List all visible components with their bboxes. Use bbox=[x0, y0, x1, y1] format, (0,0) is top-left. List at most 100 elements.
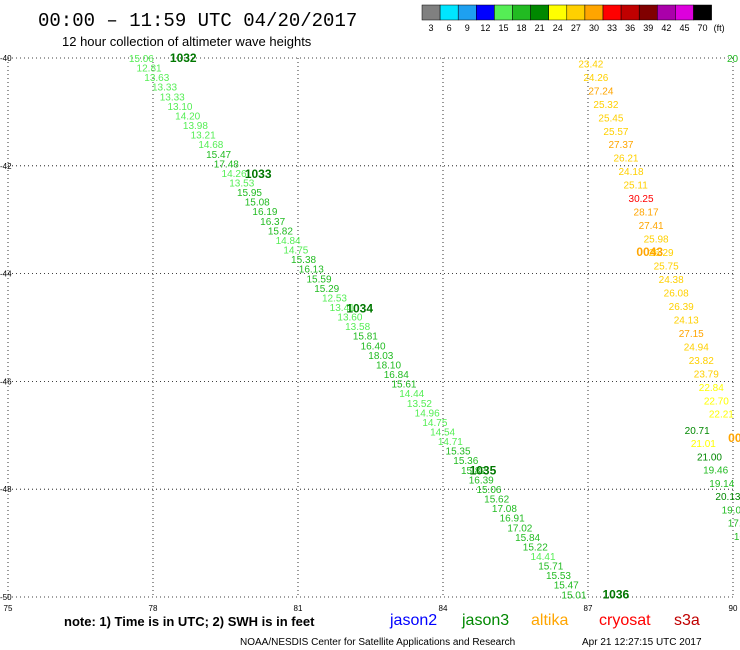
scale-swatch bbox=[693, 4, 712, 21]
scale-swatch bbox=[638, 4, 658, 21]
wave-height-value: 14.68 bbox=[198, 140, 223, 151]
wave-height-value: 15.06 bbox=[129, 54, 154, 65]
plot-background bbox=[8, 58, 733, 597]
wave-height-value: 16.37 bbox=[260, 217, 285, 228]
wave-height-value: 25.32 bbox=[593, 100, 618, 111]
wave-height-value: 15.47 bbox=[554, 581, 579, 592]
wave-height-value: 23.82 bbox=[689, 356, 714, 367]
wave-height-value: 16.39 bbox=[469, 475, 494, 486]
wave-height-value: 23.79 bbox=[694, 369, 719, 380]
wave-height-value: 27.41 bbox=[639, 221, 664, 232]
legend-item-altika: altika bbox=[531, 612, 568, 629]
scale-swatch bbox=[439, 4, 459, 21]
wave-height-value: 27.24 bbox=[588, 86, 613, 97]
wave-height-value: 25.57 bbox=[603, 127, 628, 138]
wave-height-value: 30.25 bbox=[629, 194, 654, 205]
scale-swatch bbox=[530, 4, 549, 21]
wave-height-value: 24.38 bbox=[659, 275, 684, 286]
wave-height-value: 15.38 bbox=[291, 255, 316, 266]
track-altika: 23.42 24.26 27.24 25.32 25.45 25.57 27.37 26.21… bbox=[578, 59, 734, 420]
wave-height-value: 24.94 bbox=[684, 342, 709, 353]
wave-height-value: 24.13 bbox=[674, 315, 699, 326]
wave-height-value: 15.62 bbox=[484, 495, 509, 506]
wave-height-value: 24.18 bbox=[618, 167, 643, 178]
wave-height-value: 13.21 bbox=[191, 131, 216, 142]
pass-id-label: 1035 bbox=[470, 463, 497, 477]
wave-height-value: 15.84 bbox=[515, 533, 540, 544]
pass-id-label: 0043 bbox=[636, 245, 663, 259]
scale-label: 30 bbox=[589, 23, 599, 33]
wave-height-value: 14.96 bbox=[415, 408, 440, 419]
wave-height-value: 24.26 bbox=[583, 73, 608, 84]
scale-label: 42 bbox=[661, 23, 671, 33]
wave-height-value: 13.41 bbox=[330, 303, 355, 314]
wave-height-value: 25.98 bbox=[644, 235, 669, 246]
plot-area: 75 78 81 84 87 90-40-42-44-46-48-50 15.0612.8… bbox=[0, 51, 740, 613]
wave-height-value: 22.21 bbox=[709, 410, 734, 421]
wave-height-value: 14.84 bbox=[276, 236, 301, 247]
scale-label: 36 bbox=[625, 23, 635, 33]
y-tick-label: -50 bbox=[0, 593, 12, 602]
wave-height-value: 22.70 bbox=[704, 396, 729, 407]
scale-label: 45 bbox=[679, 23, 689, 33]
scale-swatch bbox=[675, 4, 694, 21]
wave-height-value: 13.63 bbox=[144, 73, 169, 84]
wave-height-value: 27.37 bbox=[608, 140, 633, 151]
wave-height-value: 13.10 bbox=[167, 102, 192, 113]
wave-height-value: 15.01 bbox=[561, 590, 586, 601]
legend-item-jason3: jason3 bbox=[461, 612, 509, 629]
chart-subtitle: 12 hour collection of altimeter wave hei… bbox=[62, 34, 312, 49]
wave-height-value: 25.45 bbox=[598, 113, 623, 124]
wave-height-value: 15.35 bbox=[446, 447, 471, 458]
track-jason3: 20.71 21.01 21.00 19.46 19.14 20.13 19.06 17.93… bbox=[685, 426, 740, 543]
scale-label: 12 bbox=[480, 23, 490, 33]
scale-swatch bbox=[457, 4, 477, 21]
scale-label: 9 bbox=[465, 23, 470, 33]
wave-height-value: 17.08 bbox=[492, 504, 517, 515]
wave-height-value: 15.22 bbox=[523, 542, 548, 553]
wave-height-value: 15.95 bbox=[237, 188, 262, 199]
wave-height-value: 14.75 bbox=[422, 418, 447, 429]
wave-height-value: 16.19 bbox=[252, 207, 277, 218]
wave-height-value: 26.29 bbox=[649, 248, 674, 259]
wave-height-value: 26.39 bbox=[669, 302, 694, 313]
scale-swatch bbox=[476, 4, 495, 21]
pass-id-label: 1036 bbox=[603, 587, 630, 601]
track-jason3: 15.0612.8113.6313.3313.3313.1014.2013.98… bbox=[129, 54, 587, 601]
wave-height-value: 17.48 bbox=[214, 159, 239, 170]
scale-unit-label: (ft) bbox=[714, 23, 725, 33]
wave-height-value: 13.58 bbox=[345, 322, 370, 333]
wave-height-value: 18.03 bbox=[368, 351, 393, 362]
wave-height-value: 14.20 bbox=[175, 111, 200, 122]
x-tick-label: 81 bbox=[294, 604, 303, 613]
footer-note: note: 1) Time is in UTC; 2) SWH is in fe… bbox=[64, 614, 315, 629]
wave-height-value: 20.71 bbox=[685, 426, 710, 437]
wave-height-value: 25.75 bbox=[654, 262, 679, 273]
y-tick-label: -48 bbox=[0, 485, 12, 494]
wave-height-value: 15.81 bbox=[353, 332, 378, 343]
wave-height-value: 13.60 bbox=[337, 313, 362, 324]
wave-height-value: 14.75 bbox=[283, 246, 308, 257]
scale-label: 21 bbox=[535, 23, 545, 33]
wave-height-value: 18.10 bbox=[376, 360, 401, 371]
wave-height-value: 14.26 bbox=[222, 169, 247, 180]
x-tick-label: 75 bbox=[4, 604, 13, 613]
wave-height-value: 16.40 bbox=[361, 341, 386, 352]
scale-swatch bbox=[494, 4, 513, 21]
wave-height-value: 25.11 bbox=[624, 181, 649, 192]
wave-height-value: 15.06 bbox=[476, 485, 501, 496]
pass-id-label: 1032 bbox=[170, 51, 197, 65]
wave-height-value: 16.91 bbox=[500, 514, 525, 525]
scale-label: 33 bbox=[607, 23, 617, 33]
wave-height-value: 15.08 bbox=[245, 198, 270, 209]
x-tick-label: 90 bbox=[729, 604, 738, 613]
wave-height-value: 13.52 bbox=[407, 399, 432, 410]
chart-title: 00:00 – 11:59 UTC 04/20/2017 bbox=[38, 10, 357, 32]
wave-height-value: 17.93 bbox=[728, 519, 740, 530]
scale-label: 6 bbox=[447, 23, 452, 33]
scale-label: 3 bbox=[429, 23, 434, 33]
scale-swatch bbox=[548, 4, 568, 21]
scale-label: 70 bbox=[698, 23, 708, 33]
wave-height-value: 15.47 bbox=[206, 150, 231, 161]
